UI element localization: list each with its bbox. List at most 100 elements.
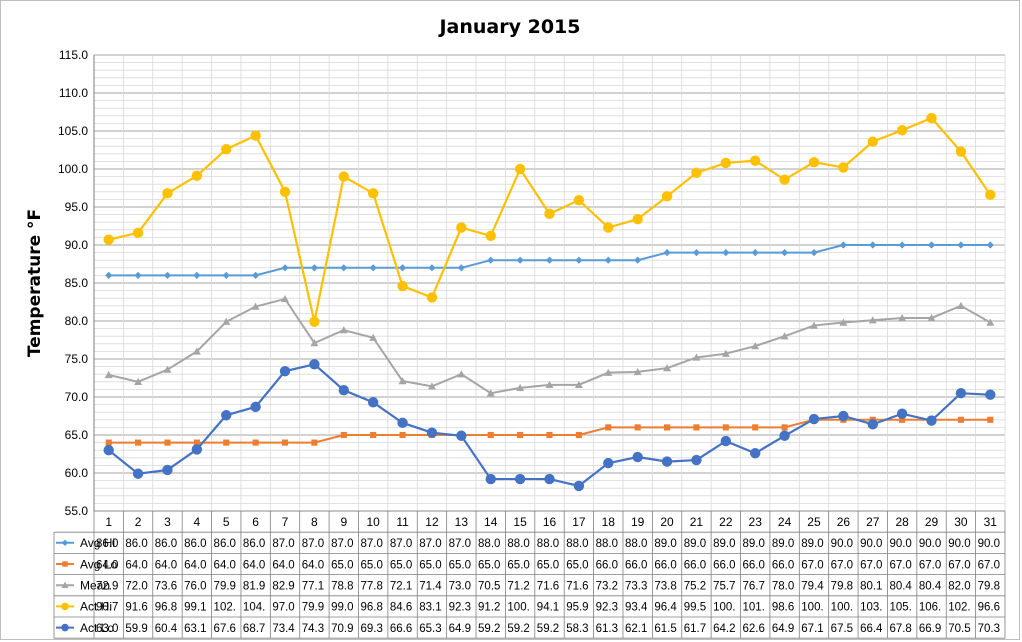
data-point — [222, 271, 230, 279]
data-point — [281, 264, 289, 272]
data-point — [779, 430, 790, 441]
data-point — [603, 457, 614, 469]
table-cell: 71.4 — [419, 581, 442, 593]
data-point — [693, 424, 700, 431]
table-cell: 72.9 — [96, 581, 118, 593]
table-cell: 61.7 — [684, 623, 706, 635]
data-point — [604, 368, 613, 376]
data-point — [398, 377, 407, 385]
table-cell: 70.9 — [331, 623, 353, 635]
data-point — [604, 256, 612, 264]
table-cell: 71.6 — [566, 581, 588, 593]
table-cell: 86.0 — [184, 538, 206, 550]
x-tick-label: 1 — [105, 515, 112, 529]
data-point — [957, 241, 965, 249]
table-cell: 67.0 — [801, 559, 823, 571]
data-point — [574, 380, 583, 389]
data-point — [781, 424, 788, 431]
data-point — [955, 388, 967, 399]
table-cell: 70.5 — [948, 623, 970, 635]
table-cell: 82.0 — [948, 581, 970, 593]
data-point — [632, 451, 643, 463]
table-cell: 87.0 — [331, 538, 353, 550]
table-cell: 72.0 — [125, 581, 147, 593]
data-point — [279, 186, 291, 197]
table-cell: 90.7 — [96, 602, 118, 614]
y-tick-label: 105.0 — [58, 124, 88, 138]
table-cell: 100. — [507, 602, 529, 614]
data-point — [927, 241, 936, 249]
y-tick-label: 95.0 — [65, 200, 89, 214]
data-point — [279, 365, 291, 377]
data-point — [575, 431, 582, 439]
table-cell: 100. — [831, 602, 853, 614]
data-point — [252, 271, 260, 279]
series-mean — [104, 295, 995, 397]
table-cell: 89.0 — [801, 538, 823, 550]
table-cell: 87.0 — [390, 538, 412, 550]
table-cell: 58.3 — [566, 623, 588, 635]
table-cell: 64.0 — [214, 559, 236, 571]
data-point — [955, 146, 967, 157]
data-point — [487, 256, 495, 264]
x-tick-label: 8 — [311, 515, 318, 529]
table-cell: 59.2 — [507, 623, 529, 635]
data-point — [661, 191, 673, 202]
data-point — [899, 416, 906, 423]
data-point — [514, 163, 526, 175]
table-cell: 65.0 — [449, 559, 471, 571]
table-cell: 77.8 — [360, 581, 382, 593]
data-point — [221, 144, 232, 155]
table-cell: 100. — [713, 602, 735, 614]
x-tick-label: 28 — [895, 515, 909, 529]
data-point — [367, 188, 379, 199]
x-tick-label: 27 — [866, 515, 880, 529]
table-cell: 83.1 — [419, 602, 441, 614]
x-tick-label: 30 — [954, 515, 968, 529]
table-cell: 62.1 — [625, 623, 647, 635]
table-cell: 67.0 — [860, 559, 882, 571]
data-point — [692, 249, 701, 257]
table-cell: 64.0 — [243, 559, 265, 571]
data-point — [603, 222, 614, 233]
data-point — [546, 431, 553, 439]
data-point — [426, 292, 438, 303]
data-point — [427, 382, 436, 390]
y-tick-label: 80.0 — [65, 314, 89, 328]
data-point — [808, 156, 820, 168]
legend-entry: Avg Lo — [80, 557, 117, 571]
table-cell: 71.2 — [507, 581, 529, 593]
x-tick-label: 13 — [455, 515, 469, 529]
table-cell: 79.4 — [801, 581, 824, 593]
x-tick-label: 17 — [572, 515, 586, 529]
table-cell: 63.0 — [96, 623, 118, 635]
data-point — [103, 234, 114, 245]
table-cell: 67.8 — [889, 623, 911, 635]
data-point — [867, 419, 878, 430]
x-tick-label: 2 — [135, 515, 142, 529]
x-tick-label: 19 — [631, 515, 645, 529]
data-point — [985, 189, 996, 201]
data-point — [105, 439, 112, 446]
table-cell: 90.0 — [860, 538, 882, 550]
data-point — [428, 264, 436, 272]
data-point — [340, 431, 347, 439]
table-cell: 80.1 — [860, 581, 882, 593]
series-lines — [103, 112, 996, 492]
data-point — [839, 318, 848, 326]
data-point — [134, 271, 142, 279]
x-tick-label: 25 — [807, 515, 821, 529]
series-avg-hi — [105, 241, 994, 279]
x-tick-label: 24 — [778, 515, 792, 529]
table-cell: 67.0 — [919, 559, 941, 571]
table-cell: 76.7 — [743, 581, 765, 593]
data-point — [250, 130, 261, 141]
data-point — [780, 332, 789, 340]
data-point — [663, 364, 672, 372]
table-cell: 86.0 — [214, 538, 236, 550]
table-cell: 73.2 — [596, 581, 618, 593]
table-cell: 64.0 — [302, 559, 324, 571]
table-cell: 66.0 — [625, 559, 647, 571]
table-cell: 66.0 — [684, 559, 706, 571]
